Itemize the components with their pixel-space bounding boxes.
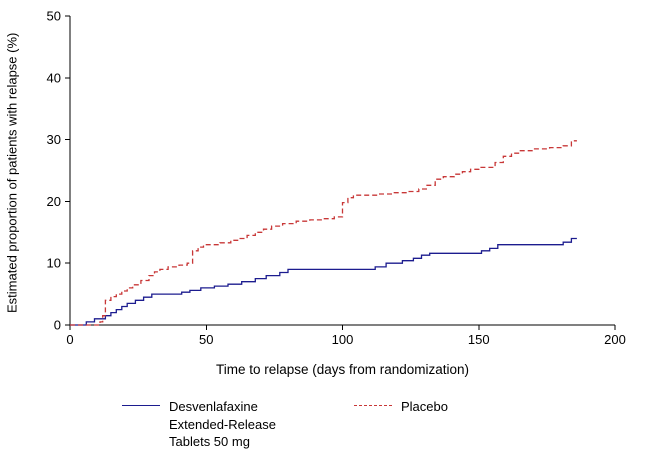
placebo-line-sample-icon [353,405,392,406]
svg-text:20: 20 [47,194,61,209]
svg-text:50: 50 [47,9,61,24]
svg-text:30: 30 [47,132,61,147]
legend-item-desvenlafaxine: Desvenlafaxine Extended-Release Tablets … [122,398,276,451]
svg-text:0: 0 [66,332,73,347]
legend-item-placebo: Placebo [353,398,448,416]
svg-text:0: 0 [54,318,61,333]
legend-label-desvenlafaxine: Desvenlafaxine Extended-Release Tablets … [169,399,276,450]
plot-area: 0 10 20 30 40 50 0 50 100 150 200 [47,9,626,348]
legend-label-placebo: Placebo [400,399,448,414]
desvenlafaxine-line-sample-icon [122,405,160,406]
svg-text:50: 50 [199,332,213,347]
legend: Desvenlafaxine Extended-Release Tablets … [122,398,448,451]
svg-text:40: 40 [47,70,61,85]
svg-text:10: 10 [47,256,61,271]
svg-text:150: 150 [468,332,490,347]
svg-text:200: 200 [604,332,626,347]
x-axis-label: Time to relapse (days from randomization… [215,362,470,377]
svg-text:100: 100 [332,332,354,347]
